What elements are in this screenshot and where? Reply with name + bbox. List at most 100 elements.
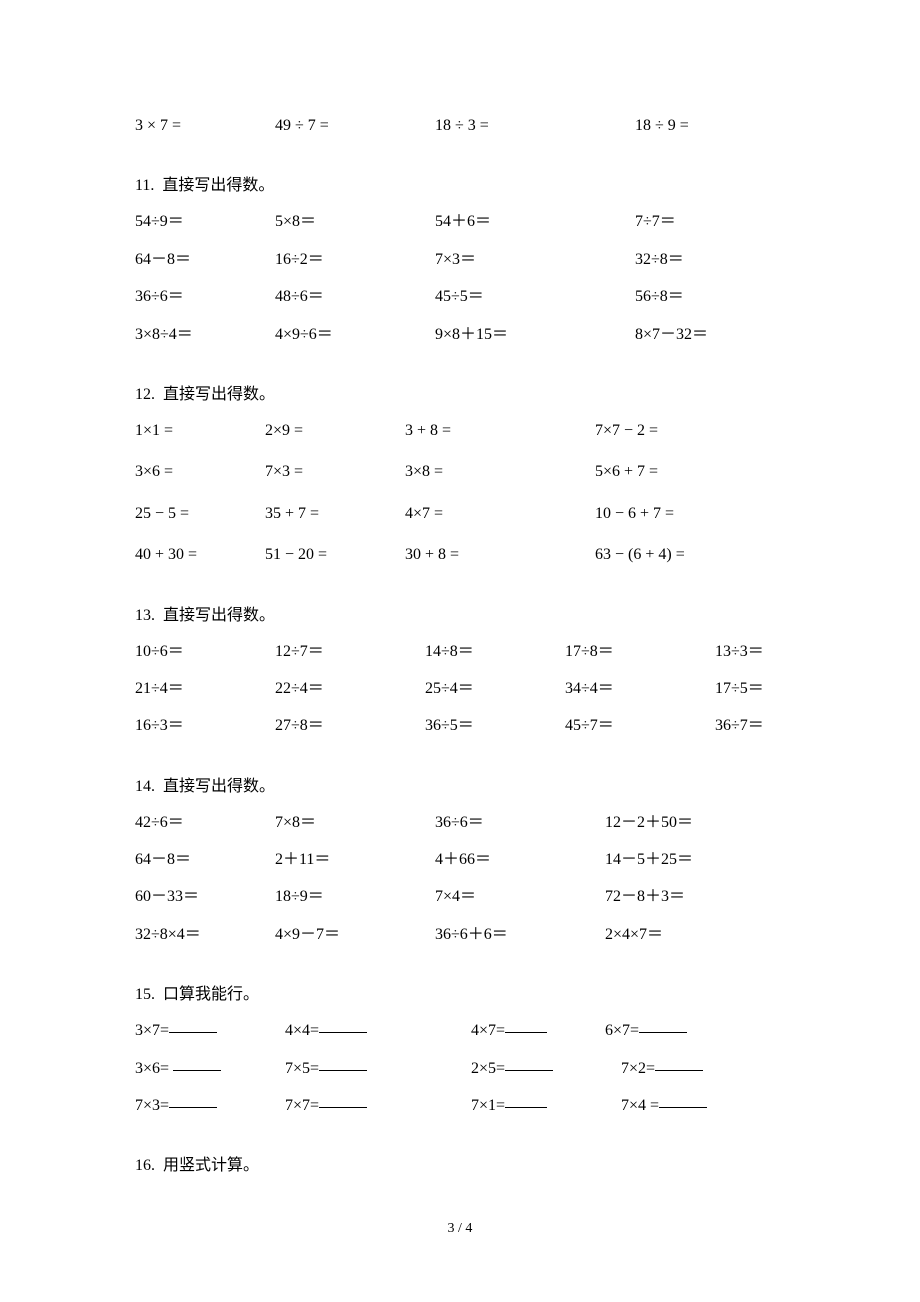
problem-row: 3×8÷4＝ 4×9÷6＝ 9×8＋15＝ 8×7－32＝ bbox=[135, 324, 790, 346]
math-problem: 48÷6＝ bbox=[275, 286, 435, 308]
math-problem-blank: 7×2= bbox=[605, 1058, 703, 1080]
section-heading: 11. 直接写出得数。 bbox=[135, 171, 790, 195]
math-problem: 2＋11＝ bbox=[275, 849, 435, 871]
math-problem: 3 + 8 = bbox=[405, 420, 595, 442]
math-problem: 40 + 30 = bbox=[135, 544, 265, 566]
problem-row: 7×3= 7×7= 7×1= 7×4 = bbox=[135, 1095, 790, 1117]
answer-blank[interactable] bbox=[659, 1107, 707, 1108]
problem-row: 3×7= 4×4= 4×7= 6×7= bbox=[135, 1020, 790, 1042]
math-problem: 56÷8＝ bbox=[635, 286, 684, 308]
math-problem: 7×3＝ bbox=[435, 249, 635, 271]
math-problem: 4＋66＝ bbox=[435, 849, 605, 871]
answer-blank[interactable] bbox=[169, 1032, 217, 1033]
math-problem: 64－8＝ bbox=[135, 849, 275, 871]
math-problem: 7÷7＝ bbox=[635, 211, 676, 233]
math-problem: 10 − 6 + 7 = bbox=[595, 503, 674, 525]
math-problem: 30 + 8 = bbox=[405, 544, 595, 566]
math-problem-blank: 4×4= bbox=[285, 1020, 455, 1042]
math-problem: 22÷4＝ bbox=[275, 678, 425, 700]
math-problem-blank: 4×7= bbox=[455, 1020, 605, 1042]
math-problem-blank: 2×5= bbox=[455, 1058, 605, 1080]
math-problem: 36÷6＝ bbox=[135, 286, 275, 308]
math-problem: 27÷8＝ bbox=[275, 715, 425, 737]
expr-text: 4×4= bbox=[285, 1022, 319, 1039]
problem-row: 32÷8×4＝ 4×9－7＝ 36÷6＋6＝ 2×4×7＝ bbox=[135, 924, 790, 946]
problem-row: 3 × 7 = 49 ÷ 7 = 18 ÷ 3 = 18 ÷ 9 = bbox=[135, 115, 790, 137]
heading-number: 11. bbox=[135, 177, 154, 194]
math-problem-blank: 6×7= bbox=[605, 1020, 687, 1042]
expr-text: 7×1= bbox=[471, 1097, 505, 1114]
math-problem: 32÷8×4＝ bbox=[135, 924, 275, 946]
math-problem: 45÷5＝ bbox=[435, 286, 635, 308]
math-problem: 13÷3＝ bbox=[715, 641, 764, 663]
math-problem: 4×7 = bbox=[405, 503, 595, 525]
answer-blank[interactable] bbox=[505, 1032, 547, 1033]
answer-blank[interactable] bbox=[169, 1107, 217, 1108]
problem-row: 1×1 = 2×9 = 3 + 8 = 7×7 − 2 = bbox=[135, 420, 790, 442]
answer-blank[interactable] bbox=[319, 1070, 367, 1071]
section-13: 13. 直接写出得数。 10÷6＝ 12÷7＝ 14÷8＝ 17÷8＝ 13÷3… bbox=[135, 601, 790, 738]
math-problem: 17÷8＝ bbox=[565, 641, 715, 663]
heading-number: 16. bbox=[135, 1157, 155, 1174]
answer-blank[interactable] bbox=[173, 1070, 221, 1071]
heading-title: 用竖式计算。 bbox=[163, 1157, 259, 1174]
answer-blank[interactable] bbox=[655, 1070, 703, 1071]
math-problem: 49 ÷ 7 = bbox=[275, 115, 435, 137]
section-15: 15. 口算我能行。 3×7= 4×4= 4×7= 6×7= 3×6= 7×5=… bbox=[135, 980, 790, 1117]
math-problem: 60－33＝ bbox=[135, 886, 275, 908]
answer-blank[interactable] bbox=[319, 1032, 367, 1033]
math-problem: 12÷7＝ bbox=[275, 641, 425, 663]
heading-title: 直接写出得数。 bbox=[163, 607, 275, 624]
math-problem: 42÷6＝ bbox=[135, 812, 275, 834]
math-problem: 3×6 = bbox=[135, 461, 265, 483]
math-problem: 5×8＝ bbox=[275, 211, 435, 233]
answer-blank[interactable] bbox=[639, 1032, 687, 1033]
math-problem: 18 ÷ 3 = bbox=[435, 115, 635, 137]
section-12: 12. 直接写出得数。 1×1 = 2×9 = 3 + 8 = 7×7 − 2 … bbox=[135, 380, 790, 567]
math-problem: 14÷8＝ bbox=[425, 641, 565, 663]
expr-text: 7×2= bbox=[621, 1060, 655, 1077]
problem-row: 21÷4＝ 22÷4＝ 25÷4＝ 34÷4＝ 17÷5＝ bbox=[135, 678, 790, 700]
problem-row: 16÷3＝ 27÷8＝ 36÷5＝ 45÷7＝ 36÷7＝ bbox=[135, 715, 790, 737]
expr-text: 3×6= bbox=[135, 1060, 169, 1077]
math-problem: 36÷7＝ bbox=[715, 715, 764, 737]
math-problem: 63 − (6 + 4) = bbox=[595, 544, 685, 566]
expr-text: 2×5= bbox=[471, 1060, 505, 1077]
math-problem: 3×8÷4＝ bbox=[135, 324, 275, 346]
heading-number: 15. bbox=[135, 986, 155, 1003]
heading-number: 13. bbox=[135, 607, 155, 624]
section-heading: 13. 直接写出得数。 bbox=[135, 601, 790, 625]
heading-number: 12. bbox=[135, 386, 155, 403]
problem-row: 60－33＝ 18÷9＝ 7×4＝ 72－8＋3＝ bbox=[135, 886, 790, 908]
math-problem: 1×1 = bbox=[135, 420, 265, 442]
math-problem: 10÷6＝ bbox=[135, 641, 275, 663]
math-problem: 4×9－7＝ bbox=[275, 924, 435, 946]
section-heading: 14. 直接写出得数。 bbox=[135, 772, 790, 796]
math-problem: 7×3 = bbox=[265, 461, 405, 483]
math-problem: 7×7 − 2 = bbox=[595, 420, 658, 442]
math-problem-blank: 3×7= bbox=[135, 1020, 285, 1042]
math-problem: 9×8＋15＝ bbox=[435, 324, 635, 346]
answer-blank[interactable] bbox=[505, 1070, 553, 1071]
math-problem-blank: 7×3= bbox=[135, 1095, 285, 1117]
section-16: 16. 用竖式计算。 bbox=[135, 1151, 790, 1175]
math-problem: 14－5＋25＝ bbox=[605, 849, 693, 871]
math-problem-blank: 3×6= bbox=[135, 1058, 285, 1080]
math-problem: 5×6 + 7 = bbox=[595, 461, 658, 483]
problem-row: 36÷6＝ 48÷6＝ 45÷5＝ 56÷8＝ bbox=[135, 286, 790, 308]
math-problem: 64－8＝ bbox=[135, 249, 275, 271]
math-problem: 12－2＋50＝ bbox=[605, 812, 693, 834]
math-problem: 8×7－32＝ bbox=[635, 324, 708, 346]
problem-row: 42÷6＝ 7×8＝ 36÷6＝ 12－2＋50＝ bbox=[135, 812, 790, 834]
math-problem: 7×8＝ bbox=[275, 812, 435, 834]
answer-blank[interactable] bbox=[319, 1107, 367, 1108]
math-problem: 17÷5＝ bbox=[715, 678, 764, 700]
math-problem-blank: 7×5= bbox=[285, 1058, 455, 1080]
answer-blank[interactable] bbox=[505, 1107, 547, 1108]
expr-text: 7×7= bbox=[285, 1097, 319, 1114]
expr-text: 6×7= bbox=[605, 1022, 639, 1039]
math-problem: 21÷4＝ bbox=[135, 678, 275, 700]
math-problem: 3×8 = bbox=[405, 461, 595, 483]
math-problem: 35 + 7 = bbox=[265, 503, 405, 525]
math-problem: 36÷5＝ bbox=[425, 715, 565, 737]
